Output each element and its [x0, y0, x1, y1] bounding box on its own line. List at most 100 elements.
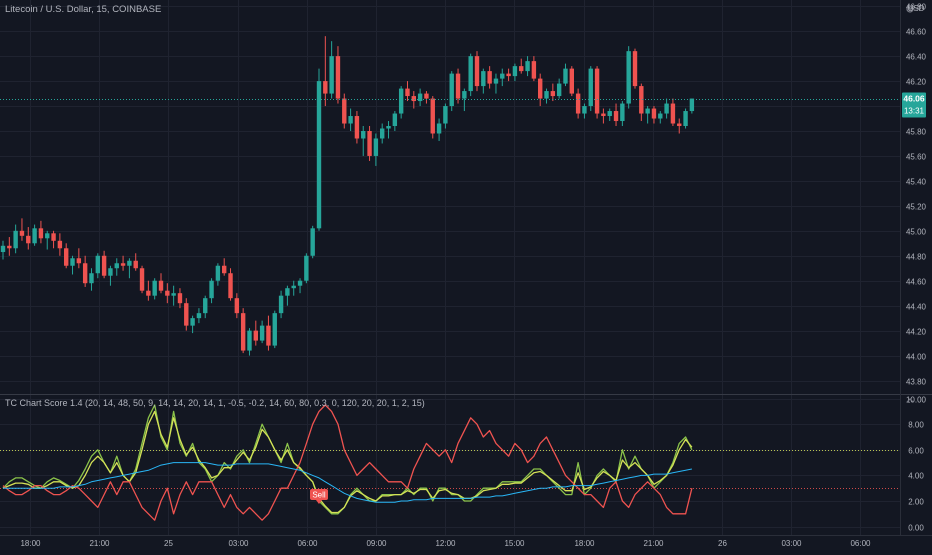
- candle[interactable]: [165, 283, 170, 304]
- candle[interactable]: [228, 268, 233, 301]
- candle[interactable]: [45, 230, 50, 250]
- candle[interactable]: [512, 63, 518, 82]
- candle[interactable]: [474, 51, 480, 92]
- candle[interactable]: [639, 83, 644, 122]
- candle[interactable]: [158, 273, 164, 294]
- candle[interactable]: [556, 78, 562, 99]
- candle[interactable]: [487, 66, 492, 89]
- candle[interactable]: [323, 36, 328, 107]
- candle[interactable]: [291, 280, 296, 296]
- candle[interactable]: [493, 73, 499, 94]
- candle[interactable]: [64, 243, 69, 269]
- candle[interactable]: [354, 111, 360, 144]
- score-series-line[interactable]: [2, 410, 693, 514]
- score-axis[interactable]: 0.00 2.00 4.00 6.00 8.00 10.00: [906, 396, 927, 533]
- candle[interactable]: [424, 91, 429, 104]
- candle[interactable]: [594, 66, 600, 119]
- candle[interactable]: [525, 56, 530, 77]
- candle[interactable]: [297, 278, 303, 294]
- chevron-up-icon[interactable]: [906, 398, 914, 403]
- candle[interactable]: [348, 108, 353, 131]
- candle[interactable]: [133, 253, 138, 271]
- candle[interactable]: [367, 126, 372, 161]
- candle[interactable]: [632, 48, 638, 89]
- candle[interactable]: [531, 56, 537, 82]
- candle[interactable]: [82, 255, 88, 287]
- candle[interactable]: [76, 248, 82, 269]
- candle[interactable]: [462, 88, 467, 112]
- candle[interactable]: [215, 263, 221, 286]
- candle[interactable]: [240, 308, 246, 354]
- candle[interactable]: [19, 218, 25, 241]
- candle[interactable]: [563, 63, 568, 87]
- candle[interactable]: [380, 123, 385, 144]
- candle[interactable]: [373, 133, 379, 166]
- candle[interactable]: [196, 308, 202, 324]
- candle[interactable]: [0, 240, 6, 260]
- candle[interactable]: [569, 66, 574, 97]
- candle[interactable]: [443, 103, 448, 129]
- score-lines[interactable]: [2, 404, 693, 521]
- candle[interactable]: [544, 88, 549, 104]
- candle[interactable]: [51, 230, 56, 249]
- candle[interactable]: [329, 41, 334, 99]
- candle[interactable]: [411, 91, 416, 109]
- score-series-line[interactable]: [3, 462, 693, 503]
- candle[interactable]: [70, 255, 75, 275]
- candle[interactable]: [626, 46, 631, 109]
- candles[interactable]: [0, 36, 695, 356]
- time-axis[interactable]: 18:00 21:00 25 03:00 06:00 09:00 12:00 15:00 18:…: [20, 539, 871, 548]
- candle[interactable]: [316, 68, 322, 231]
- candle[interactable]: [550, 83, 556, 102]
- candle[interactable]: [32, 224, 37, 246]
- candle[interactable]: [683, 108, 688, 129]
- candle[interactable]: [588, 66, 593, 112]
- candle[interactable]: [645, 106, 650, 124]
- candle[interactable]: [430, 96, 435, 139]
- candle[interactable]: [209, 278, 214, 304]
- candle[interactable]: [613, 103, 619, 127]
- candle[interactable]: [481, 68, 486, 94]
- candle[interactable]: [127, 258, 132, 279]
- score-series-line[interactable]: [2, 404, 693, 521]
- candle[interactable]: [417, 88, 423, 107]
- candle[interactable]: [272, 310, 277, 349]
- candle[interactable]: [405, 81, 410, 102]
- candle[interactable]: [582, 103, 587, 119]
- candle[interactable]: [95, 253, 100, 279]
- candle[interactable]: [120, 255, 126, 271]
- candle[interactable]: [152, 278, 157, 300]
- candle[interactable]: [146, 280, 151, 301]
- candle[interactable]: [398, 86, 404, 119]
- candle[interactable]: [177, 288, 183, 309]
- candle[interactable]: [190, 315, 195, 334]
- candle[interactable]: [361, 126, 366, 156]
- candle[interactable]: [89, 268, 94, 291]
- candle[interactable]: [506, 68, 511, 82]
- candle[interactable]: [519, 58, 524, 74]
- candle[interactable]: [7, 237, 12, 256]
- candle[interactable]: [449, 71, 454, 112]
- candle[interactable]: [575, 88, 581, 119]
- candle[interactable]: [335, 46, 341, 104]
- candle[interactable]: [26, 227, 31, 250]
- candle[interactable]: [171, 285, 176, 306]
- candle[interactable]: [601, 108, 606, 124]
- candle[interactable]: [259, 320, 265, 344]
- candle[interactable]: [38, 220, 44, 244]
- candle[interactable]: [658, 111, 663, 124]
- candle[interactable]: [436, 118, 442, 141]
- candle[interactable]: [342, 93, 347, 129]
- candle[interactable]: [392, 111, 398, 131]
- candle[interactable]: [253, 320, 258, 346]
- candle[interactable]: [203, 295, 208, 319]
- candle[interactable]: [184, 298, 189, 331]
- candle[interactable]: [386, 121, 391, 139]
- candle[interactable]: [57, 233, 63, 256]
- candle[interactable]: [664, 98, 669, 119]
- candle[interactable]: [620, 101, 625, 127]
- currency-label[interactable]: USD: [908, 4, 925, 13]
- candle[interactable]: [13, 224, 18, 254]
- candle[interactable]: [247, 328, 252, 356]
